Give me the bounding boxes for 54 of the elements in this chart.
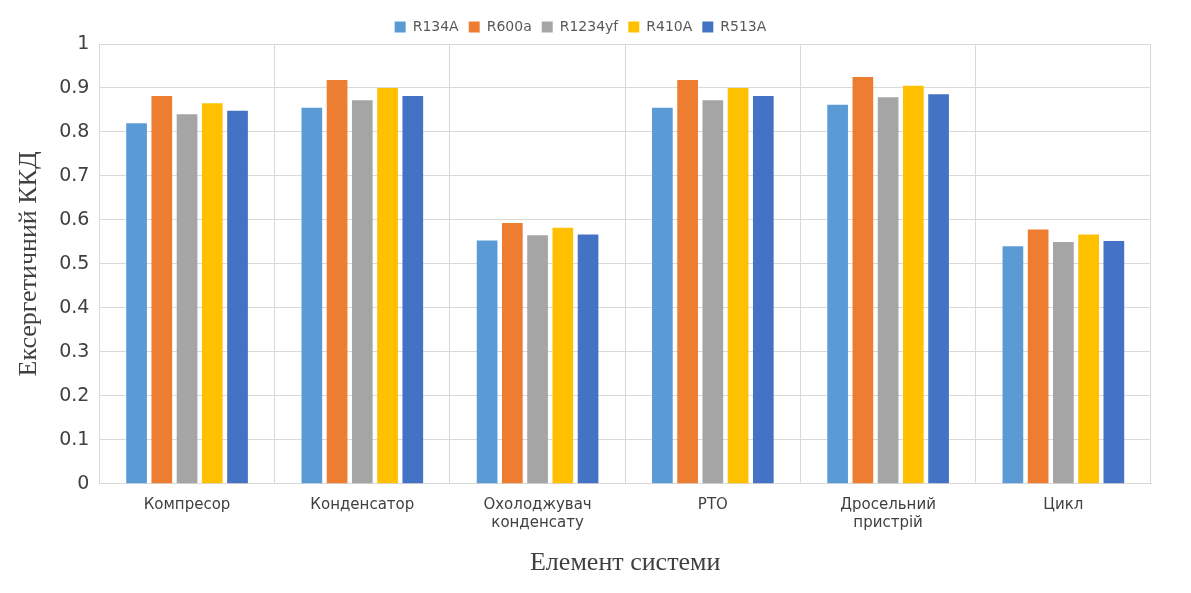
bar xyxy=(501,223,523,484)
legend-label: R1234yf xyxy=(559,17,620,34)
bar xyxy=(326,80,348,484)
bar xyxy=(151,95,173,484)
x-tick-label: Конденсатор xyxy=(310,494,415,513)
x-tick-label: Дросельний пристрій xyxy=(840,494,936,531)
x-tick-label: Цикл xyxy=(1043,494,1084,513)
y-tick-label: 0.5 xyxy=(59,250,90,273)
bar xyxy=(1027,229,1049,484)
bar xyxy=(377,87,398,484)
bar xyxy=(852,76,874,484)
bar xyxy=(301,107,323,484)
legend-label: R513A xyxy=(720,17,767,34)
bar xyxy=(928,94,949,484)
bar xyxy=(652,107,673,484)
bar xyxy=(552,227,574,484)
legend-label: R134A xyxy=(412,17,460,34)
bar xyxy=(1002,246,1024,484)
bar xyxy=(827,104,848,484)
y-tick-label: 0.7 xyxy=(59,162,90,185)
bar xyxy=(577,234,599,484)
legend-label: R600a xyxy=(486,17,532,34)
y-tick-label: 0.4 xyxy=(59,294,90,317)
legend-label: R410A xyxy=(646,17,693,34)
y-tick-label: 0.8 xyxy=(59,118,90,141)
bar xyxy=(727,87,749,484)
y-tick-label: 0.1 xyxy=(59,426,90,449)
bar xyxy=(752,95,774,484)
bar xyxy=(702,100,724,484)
bar xyxy=(1078,234,1099,484)
y-tick-label: 1 xyxy=(77,30,90,53)
bar xyxy=(903,85,924,484)
y-tick-label: 0.2 xyxy=(59,382,90,405)
x-tick-label: Компресор xyxy=(143,494,231,513)
bar xyxy=(1053,241,1074,484)
bar xyxy=(126,123,147,484)
bar xyxy=(402,95,424,484)
bar xyxy=(476,240,498,484)
bar xyxy=(176,114,198,484)
bar xyxy=(1103,241,1125,484)
bar xyxy=(527,235,548,484)
bar xyxy=(677,80,698,484)
bar xyxy=(877,97,899,484)
y-axis-title: Ексергетичний ККД xyxy=(13,151,43,377)
y-tick-label: 0.3 xyxy=(59,338,90,361)
y-tick-label: 0.6 xyxy=(59,206,90,229)
x-tick-label: Охолоджувач конденсату xyxy=(483,494,592,531)
bar xyxy=(227,110,248,484)
x-tick-label: РТО xyxy=(697,494,728,513)
bar xyxy=(351,100,373,484)
x-axis-title: Елемент системи xyxy=(529,547,721,577)
y-tick-label: 0.9 xyxy=(59,74,90,97)
y-tick-label: 0 xyxy=(77,470,90,493)
bar xyxy=(201,103,223,484)
